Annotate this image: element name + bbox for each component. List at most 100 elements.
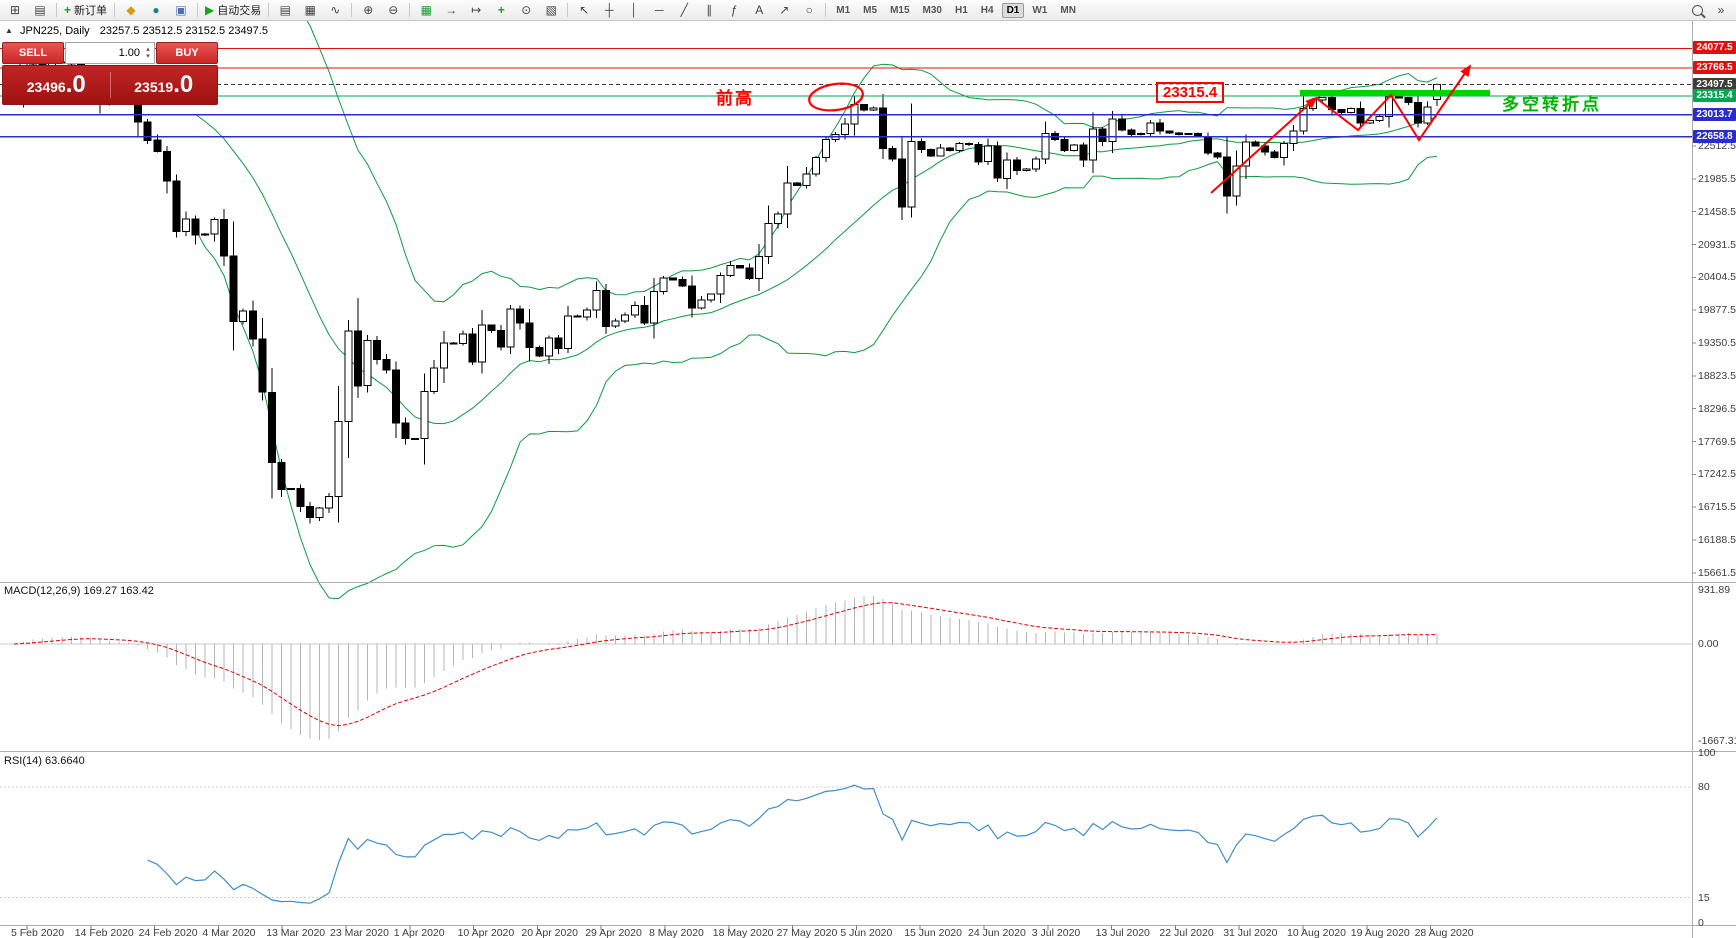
zoom-in-button[interactable]: ⊕ — [356, 1, 380, 19]
overflow-icon: » — [1717, 3, 1725, 17]
trendline-icon: ╱ — [680, 3, 688, 17]
toolbar-right-group: » — [1685, 1, 1733, 19]
autotrading-icon: ▶ — [205, 3, 215, 17]
toolbar-separator — [409, 3, 411, 17]
fibonacci-icon: ƒ — [730, 3, 738, 17]
buy-button[interactable]: BUY — [156, 42, 218, 64]
terminal-icon: ▣ — [175, 3, 187, 17]
bar-chart-mode-icon: ▤ — [279, 3, 291, 17]
one-click-toggle-icon[interactable]: ▲ — [5, 26, 13, 35]
bar-chart-mode-button[interactable]: ▤ — [273, 1, 297, 19]
toolbar-separator — [114, 3, 116, 17]
market-watch-button[interactable]: ◆ — [119, 1, 143, 19]
zoom-out-button[interactable]: ⊖ — [381, 1, 405, 19]
crosshair-icon: ┼ — [604, 3, 614, 17]
toolbar-separator — [825, 3, 827, 17]
toolbar-separator — [351, 3, 353, 17]
auto-scroll-button[interactable]: → — [439, 1, 463, 19]
text-tool-button[interactable]: A — [747, 1, 771, 19]
toolbar-separator — [268, 3, 270, 17]
volume-spinner[interactable]: ▴ ▾ — [142, 46, 154, 60]
fibonacci-button[interactable]: ƒ — [722, 1, 746, 19]
timeframe-h4[interactable]: H4 — [980, 4, 994, 16]
arrows-tool-button[interactable]: ↗ — [772, 1, 796, 19]
timeframe-w1[interactable]: W1 — [1032, 4, 1048, 16]
profiles-button[interactable]: ▤ — [28, 1, 52, 19]
timeframe-m30[interactable]: M30 — [922, 4, 942, 16]
periods-icon: ⊙ — [521, 3, 532, 17]
terminal-button[interactable]: ▣ — [169, 1, 193, 19]
toolbar: ⊞ ▤ + 新订单 ◆ ● ▣ ▶ 自动交易 ▤ ▦ ∿ ⊕ ⊖ ▦ → ↦ + ⊙ ▧ ↖ ┼ │ ─ ╱ ∥ ƒ A ↗ ○ M1 M5 M… — [0, 0, 1736, 21]
candlestick-mode-button[interactable]: ▦ — [298, 1, 322, 19]
shapes-icon: ○ — [805, 3, 813, 17]
volume-input[interactable] — [66, 47, 142, 59]
timeframe-m15[interactable]: M15 — [890, 4, 910, 16]
buy-price-main: 23519 — [134, 79, 174, 95]
shapes-button[interactable]: ○ — [797, 1, 821, 19]
horizontal-line-button[interactable]: ─ — [647, 1, 671, 19]
toolbar-separator — [56, 3, 57, 17]
volume-box: ▴▾ — [65, 42, 155, 64]
autotrading-button[interactable]: ▶ 自动交易 — [202, 1, 264, 19]
timeframe-m5[interactable]: M5 — [863, 4, 878, 16]
indicators-icon: + — [497, 3, 505, 17]
arrows-tool-icon: ↗ — [779, 3, 790, 17]
timeframe-d1[interactable]: D1 — [1001, 2, 1025, 18]
sell-price[interactable]: 23496.0 — [3, 73, 110, 97]
buy-price[interactable]: 23519.0 — [111, 73, 218, 97]
timeframe-m1[interactable]: M1 — [836, 4, 851, 16]
vertical-line-icon: │ — [630, 3, 639, 17]
navigator-icon: ● — [152, 3, 160, 17]
buy-price-big: .0 — [173, 71, 194, 98]
timeframe-h1[interactable]: H1 — [954, 4, 968, 16]
zoom-in-icon: ⊕ — [363, 3, 374, 17]
timeframe-mn[interactable]: MN — [1060, 4, 1076, 16]
one-click-prices: 23496.0 23519.0 — [2, 65, 218, 105]
templates-button[interactable]: ▧ — [539, 1, 563, 19]
trendline-button[interactable]: ╱ — [672, 1, 696, 19]
autotrading-label: 自动交易 — [217, 5, 262, 17]
channel-icon: ∥ — [706, 3, 713, 17]
grid-button[interactable]: ▦ — [414, 1, 438, 19]
new-order-button[interactable]: + 新订单 — [61, 1, 110, 19]
cursor-icon: ↖ — [579, 3, 590, 17]
periods-button[interactable]: ⊙ — [514, 1, 538, 19]
channel-button[interactable]: ∥ — [697, 1, 721, 19]
new-order-icon: + — [64, 3, 72, 17]
market-watch-icon: ◆ — [126, 3, 136, 17]
new-order-label: 新订单 — [74, 5, 108, 17]
search-button[interactable] — [1685, 1, 1709, 19]
toolbar-separator — [567, 3, 569, 17]
new-chart-icon: ⊞ — [9, 3, 21, 17]
sell-button[interactable]: SELL — [2, 42, 64, 64]
grid-icon: ▦ — [420, 3, 432, 17]
sell-price-big: .0 — [65, 71, 86, 98]
navigator-button[interactable]: ● — [144, 1, 168, 19]
one-click-panel: SELL ▴▾ BUY 23496.0 23519.0 — [2, 42, 218, 105]
line-chart-mode-icon: ∿ — [330, 3, 341, 17]
chart-shift-button[interactable]: ↦ — [464, 1, 488, 19]
spinner-down-icon[interactable]: ▾ — [146, 53, 150, 60]
search-icon — [1691, 4, 1703, 16]
text-tool-icon: A — [755, 3, 764, 17]
overflow-button[interactable]: » — [1709, 1, 1733, 19]
profiles-icon: ▤ — [34, 3, 46, 17]
templates-icon: ▧ — [545, 3, 557, 17]
price-divider — [109, 71, 111, 99]
spinner-up-icon[interactable]: ▴ — [146, 46, 150, 53]
line-chart-mode-button[interactable]: ∿ — [323, 1, 347, 19]
toolbar-separator — [197, 3, 199, 17]
zoom-out-icon: ⊖ — [388, 3, 399, 17]
horizontal-line-icon: ─ — [654, 3, 664, 17]
chart-shift-icon: ↦ — [471, 3, 482, 17]
new-chart-button[interactable]: ⊞ — [3, 1, 27, 19]
indicators-button[interactable]: + — [489, 1, 513, 19]
candlestick-mode-icon: ▦ — [304, 3, 316, 17]
cursor-button[interactable]: ↖ — [572, 1, 596, 19]
sell-price-main: 23496 — [26, 79, 66, 95]
sell-button-label: SELL — [18, 47, 48, 59]
auto-scroll-icon: → — [445, 3, 458, 17]
crosshair-button[interactable]: ┼ — [597, 1, 621, 19]
vertical-line-button[interactable]: │ — [622, 1, 646, 19]
